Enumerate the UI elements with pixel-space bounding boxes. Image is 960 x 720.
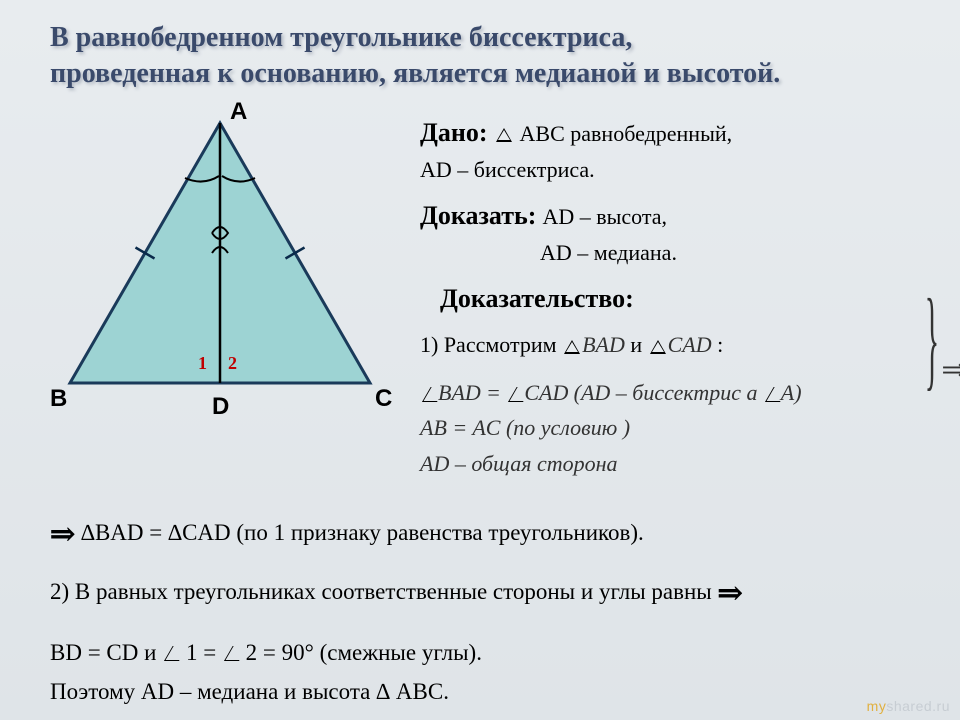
eq1-left: BAD bbox=[438, 380, 481, 405]
final1b: 1 = bbox=[186, 640, 216, 665]
given-text1: АВС равнобедренный, bbox=[520, 121, 733, 146]
angle-icon bbox=[420, 388, 438, 402]
final2: Поэтому АD – медиана и высота ∆ АВС. bbox=[50, 679, 449, 704]
implies-icon: ⇒ bbox=[50, 509, 75, 560]
final-row: BD = CD и 1 = 2 = 90° (смежные углы). По… bbox=[50, 633, 910, 711]
step1-suffix: : bbox=[717, 332, 723, 357]
conclusion1-row: ⇒ ∆BAD = ∆CAD (по 1 признаку равенства т… bbox=[50, 509, 910, 560]
watermark: myshared.ru bbox=[867, 698, 950, 714]
vertex-d-label: D bbox=[212, 393, 229, 421]
final1c: 2 = 90° (смежные углы). bbox=[246, 640, 482, 665]
eq1-note: (AD – биссектрис а bbox=[574, 380, 758, 405]
implies-icon: ⇒ bbox=[717, 568, 742, 619]
angle-icon bbox=[162, 647, 180, 661]
eq3: AD – общая сторона bbox=[420, 446, 930, 481]
vertex-b-label: B bbox=[50, 385, 67, 413]
step2-row: 2) В равных треугольниках соответственны… bbox=[50, 568, 910, 619]
angle-number-2: 2 bbox=[228, 353, 237, 374]
triangle-icon bbox=[650, 340, 666, 354]
watermark-text: shared.ru bbox=[886, 698, 950, 714]
step1-prefix: 1) Рассмотрим bbox=[420, 332, 557, 357]
step1-t1: BAD bbox=[582, 332, 625, 357]
slide: В равнобедренном треугольнике биссектрис… bbox=[0, 0, 960, 720]
step1-mid: и bbox=[630, 332, 642, 357]
step1-t2: CAD bbox=[668, 332, 712, 357]
prove-label: Доказать: bbox=[420, 201, 536, 230]
prove-block: Доказать: АD – высота, АD – медиана. bbox=[420, 196, 930, 271]
prove-text2: АD – медиана. bbox=[420, 240, 677, 265]
final1a: BD = CD и bbox=[50, 640, 162, 665]
given-block: Дано: АВС равнобедренный, АD – биссектри… bbox=[420, 113, 930, 188]
implies-icon: ⇒ bbox=[941, 350, 960, 388]
given-label: Дано: bbox=[420, 118, 488, 147]
vertex-c-label: C bbox=[375, 385, 392, 413]
proof-below: ⇒ ∆BAD = ∆CAD (по 1 признаку равенства т… bbox=[30, 509, 930, 711]
angle-icon bbox=[506, 388, 524, 402]
proof-equations: BAD = CAD (AD – биссектрис а A) AB = AC … bbox=[420, 375, 930, 481]
triangle-diagram: A B C D 1 2 bbox=[30, 103, 410, 423]
prove-text1: АD – высота, bbox=[542, 204, 667, 229]
step2: 2) В равных треугольниках соответственны… bbox=[50, 579, 712, 604]
given-text2: АD – биссектриса. bbox=[420, 157, 595, 182]
brace-icon: } bbox=[925, 295, 939, 385]
angle-icon bbox=[222, 647, 240, 661]
proof-label: Доказательство: bbox=[440, 284, 634, 313]
proof-label-row: Доказательство: bbox=[420, 279, 930, 318]
right-column: Дано: АВС равнобедренный, АD – биссектри… bbox=[420, 103, 930, 481]
eq2: AB = AC (по условию ) bbox=[420, 410, 930, 445]
conclusion1: ∆BAD = ∆CAD (по 1 признаку равенства тре… bbox=[81, 520, 644, 545]
watermark-prefix: my bbox=[867, 698, 887, 714]
angle-icon bbox=[763, 388, 781, 402]
angle-number-1: 1 bbox=[198, 353, 207, 374]
content-row: A B C D 1 2 Дано: АВС равнобедренный, АD… bbox=[30, 103, 930, 481]
triangle-icon bbox=[496, 128, 512, 142]
title-line1: В равнобедренном треугольнике биссектрис… bbox=[50, 22, 632, 53]
triangle-icon bbox=[564, 340, 580, 354]
vertex-a-label: A bbox=[230, 98, 247, 126]
eq1-right: CAD bbox=[524, 380, 568, 405]
proof-step1: 1) Рассмотрим BAD и CAD : bbox=[420, 328, 930, 361]
slide-title: В равнобедренном треугольнике биссектрис… bbox=[30, 20, 930, 93]
triangle-svg bbox=[30, 103, 410, 423]
eq1: BAD = CAD (AD – биссектрис а A) bbox=[420, 375, 930, 411]
title-line2: проведенная к основанию, является медиан… bbox=[50, 58, 780, 89]
